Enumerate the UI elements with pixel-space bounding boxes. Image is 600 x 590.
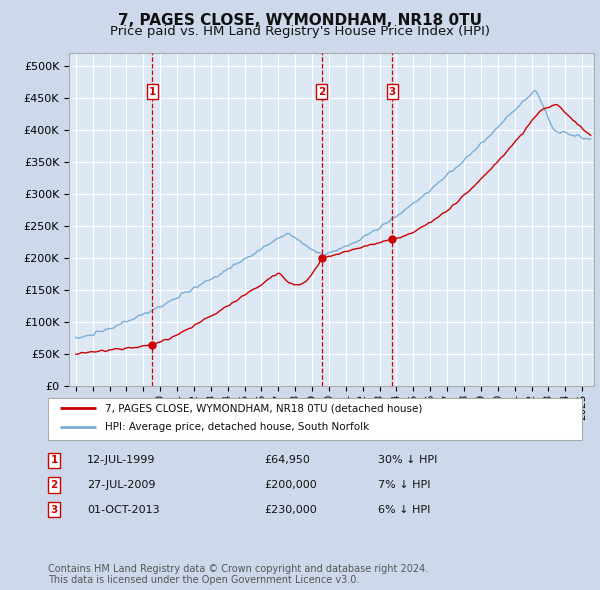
Text: 7, PAGES CLOSE, WYMONDHAM, NR18 0TU: 7, PAGES CLOSE, WYMONDHAM, NR18 0TU [118, 13, 482, 28]
Text: Price paid vs. HM Land Registry's House Price Index (HPI): Price paid vs. HM Land Registry's House … [110, 25, 490, 38]
Text: 7% ↓ HPI: 7% ↓ HPI [378, 480, 431, 490]
Text: 30% ↓ HPI: 30% ↓ HPI [378, 455, 437, 465]
Text: 1: 1 [50, 455, 58, 465]
Text: 2: 2 [318, 87, 325, 97]
Text: £200,000: £200,000 [264, 480, 317, 490]
Text: 7, PAGES CLOSE, WYMONDHAM, NR18 0TU (detached house): 7, PAGES CLOSE, WYMONDHAM, NR18 0TU (det… [105, 404, 422, 413]
Text: Contains HM Land Registry data © Crown copyright and database right 2024.
This d: Contains HM Land Registry data © Crown c… [48, 563, 428, 585]
Text: 2: 2 [50, 480, 58, 490]
Text: 1: 1 [149, 87, 156, 97]
Text: £230,000: £230,000 [264, 505, 317, 514]
Text: £64,950: £64,950 [264, 455, 310, 465]
Text: 12-JUL-1999: 12-JUL-1999 [87, 455, 155, 465]
Text: 27-JUL-2009: 27-JUL-2009 [87, 480, 155, 490]
Text: 6% ↓ HPI: 6% ↓ HPI [378, 505, 430, 514]
Text: 01-OCT-2013: 01-OCT-2013 [87, 505, 160, 514]
Text: 3: 3 [50, 505, 58, 514]
Text: HPI: Average price, detached house, South Norfolk: HPI: Average price, detached house, Sout… [105, 422, 369, 432]
Text: 3: 3 [389, 87, 396, 97]
